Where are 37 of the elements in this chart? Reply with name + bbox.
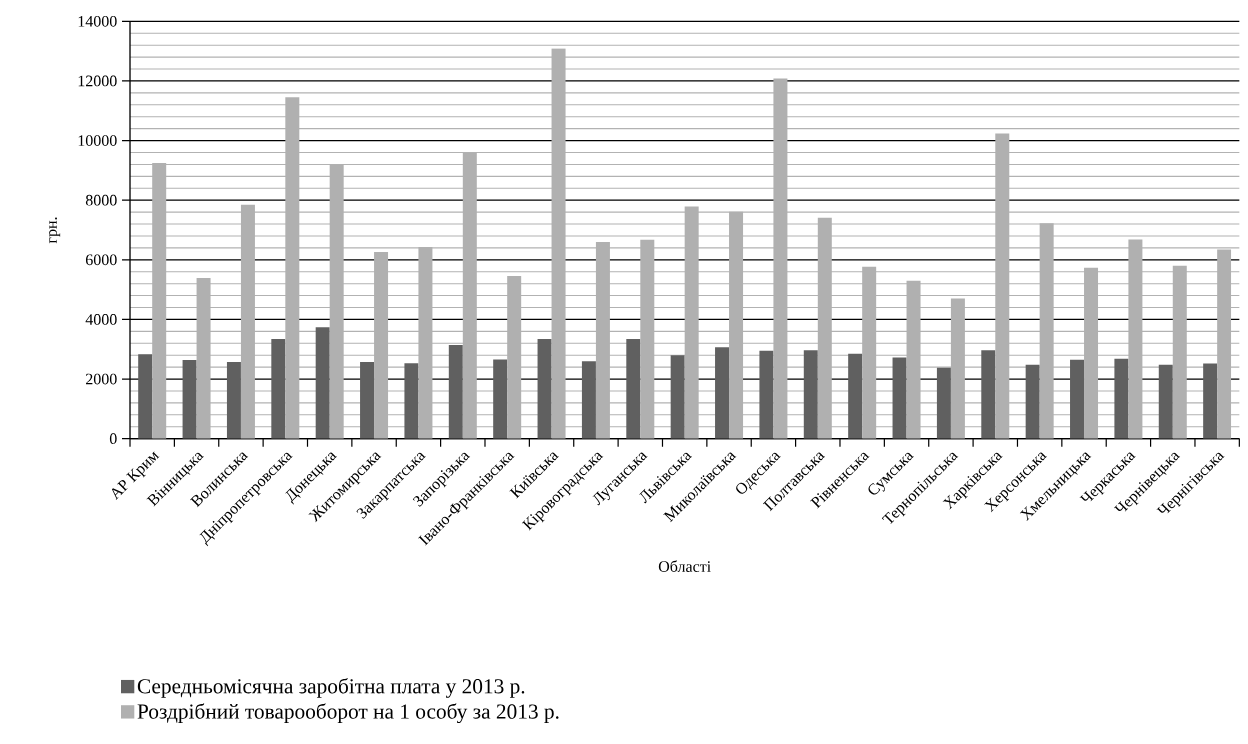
bar [271,339,286,439]
y-tick-label: 10000 [78,135,117,146]
bar [848,353,863,439]
bar [182,359,197,439]
bar [1114,358,1129,439]
bar [892,357,907,439]
bar [448,345,463,439]
legend-label: Середньомісячна заробітна плата у 2013 р. [137,677,525,698]
bar [404,363,419,439]
y-tick-label: 8000 [85,194,117,206]
bar [493,359,508,439]
x-axis-title: Області [658,560,711,572]
bar [670,355,685,439]
y-tick-label: 0 [109,433,117,445]
bar [759,350,774,439]
y-tick-label: 12000 [78,75,117,87]
bar [936,367,951,439]
bar [226,362,241,439]
y-tick-label: 6000 [85,254,117,266]
legend-label: Роздрібний товарооборот на 1 особу за 2013 р. [137,703,559,724]
bar [1158,364,1173,439]
bar [803,350,818,439]
bar [138,354,153,439]
bar [1070,359,1085,439]
y-tick-label: 4000 [85,314,117,325]
bar [537,339,552,439]
bar [626,339,641,439]
bar [581,361,596,439]
y-tick-label: 2000 [86,373,117,385]
y-tick-label: 14000 [78,15,117,27]
bar [1025,364,1040,439]
bar [1203,363,1218,439]
y-axis-title: грн. [49,217,61,244]
bar [715,347,730,439]
bar [981,350,996,439]
bar [360,362,375,439]
bar [315,327,330,439]
